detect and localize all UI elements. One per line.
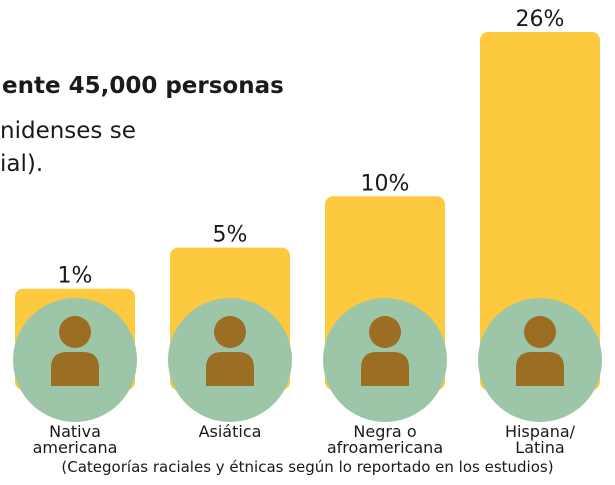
person-head [524, 316, 556, 348]
x-axis-label: (Categorías raciales y étnicas según lo … [61, 458, 554, 476]
person-head [59, 316, 91, 348]
category-label: Asiática [198, 422, 262, 441]
category-label: Hispana/ Latina [504, 422, 576, 457]
person-head [369, 316, 401, 348]
value-label: 5% [213, 223, 248, 248]
body-text: nidenses se [0, 118, 136, 144]
person-head [214, 316, 246, 348]
value-label: 10% [361, 171, 410, 196]
category-label: Negra o afroamericana [326, 422, 444, 457]
bar [480, 32, 600, 390]
person-body [51, 352, 99, 386]
person-body [206, 352, 254, 386]
person-body [361, 352, 409, 386]
value-label: 1% [58, 264, 93, 289]
heading: ente 45,000 personas [2, 73, 284, 99]
category-label: Nativa americana [32, 422, 118, 457]
person-body [516, 352, 564, 386]
value-label: 26% [516, 7, 565, 32]
body-text: ial). [0, 151, 43, 177]
